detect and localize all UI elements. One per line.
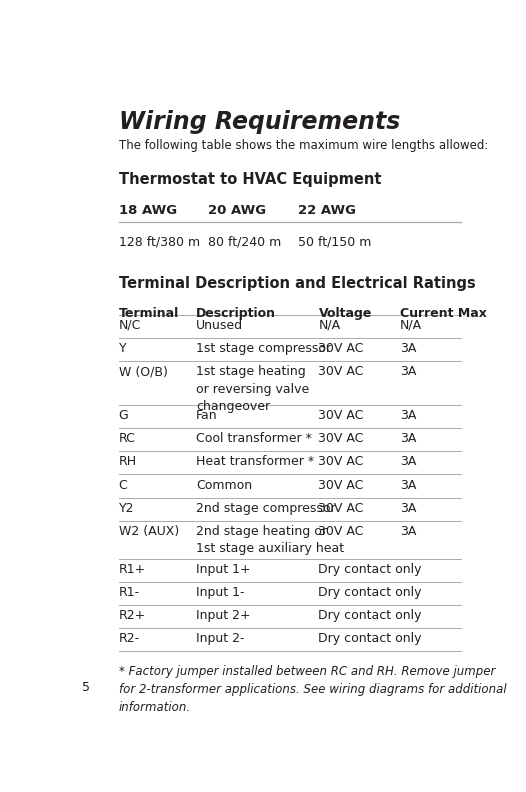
Text: Dry contact only: Dry contact only bbox=[319, 632, 422, 645]
Text: 30V AC: 30V AC bbox=[319, 432, 364, 445]
Text: 3A: 3A bbox=[400, 409, 417, 422]
Text: Dry contact only: Dry contact only bbox=[319, 563, 422, 576]
Text: 80 ft/240 m: 80 ft/240 m bbox=[208, 236, 282, 249]
Text: 1st stage compressor: 1st stage compressor bbox=[196, 342, 331, 355]
Text: Input 1+: Input 1+ bbox=[196, 563, 251, 576]
Text: 2nd stage compressor: 2nd stage compressor bbox=[196, 502, 336, 515]
Text: The following table shows the maximum wire lengths allowed:: The following table shows the maximum wi… bbox=[119, 139, 488, 152]
Text: 3A: 3A bbox=[400, 365, 417, 379]
Text: 30V AC: 30V AC bbox=[319, 455, 364, 468]
Text: 30V AC: 30V AC bbox=[319, 478, 364, 492]
Text: Terminal: Terminal bbox=[119, 307, 179, 320]
Text: R2+: R2+ bbox=[119, 609, 146, 623]
Text: 30V AC: 30V AC bbox=[319, 365, 364, 379]
Text: 50 ft/150 m: 50 ft/150 m bbox=[298, 236, 371, 249]
Text: Description: Description bbox=[196, 307, 276, 320]
Text: 30V AC: 30V AC bbox=[319, 342, 364, 355]
Text: G: G bbox=[119, 409, 128, 422]
Text: W2 (AUX): W2 (AUX) bbox=[119, 525, 179, 538]
Text: RH: RH bbox=[119, 455, 137, 468]
Text: 18 AWG: 18 AWG bbox=[119, 204, 177, 217]
Text: Common: Common bbox=[196, 478, 252, 492]
Text: Input 2+: Input 2+ bbox=[196, 609, 251, 623]
Text: 22 AWG: 22 AWG bbox=[298, 204, 356, 217]
Text: Input 2-: Input 2- bbox=[196, 632, 245, 645]
Text: Dry contact only: Dry contact only bbox=[319, 586, 422, 599]
Text: Cool transformer *: Cool transformer * bbox=[196, 432, 312, 445]
Text: Dry contact only: Dry contact only bbox=[319, 609, 422, 623]
Text: 30V AC: 30V AC bbox=[319, 502, 364, 515]
Text: 30V AC: 30V AC bbox=[319, 525, 364, 538]
Text: Terminal Description and Electrical Ratings: Terminal Description and Electrical Rati… bbox=[119, 276, 476, 291]
Text: 3A: 3A bbox=[400, 432, 417, 445]
Text: 30V AC: 30V AC bbox=[319, 409, 364, 422]
Text: R1+: R1+ bbox=[119, 563, 146, 576]
Text: 20 AWG: 20 AWG bbox=[208, 204, 267, 217]
Text: C: C bbox=[119, 478, 127, 492]
Text: RC: RC bbox=[119, 432, 136, 445]
Text: 1st stage heating
or reversing valve
changeover: 1st stage heating or reversing valve cha… bbox=[196, 365, 309, 413]
Text: Unused: Unused bbox=[196, 319, 244, 332]
Text: Current Max: Current Max bbox=[400, 307, 487, 320]
Text: Voltage: Voltage bbox=[319, 307, 372, 320]
Text: Fan: Fan bbox=[196, 409, 218, 422]
Text: N/C: N/C bbox=[119, 319, 141, 332]
Text: W (O/B): W (O/B) bbox=[119, 365, 168, 379]
Text: Heat transformer *: Heat transformer * bbox=[196, 455, 315, 468]
Text: Wiring Requirements: Wiring Requirements bbox=[119, 110, 400, 135]
Text: 3A: 3A bbox=[400, 478, 417, 492]
Text: 3A: 3A bbox=[400, 342, 417, 355]
Text: 3A: 3A bbox=[400, 455, 417, 468]
Text: Y2: Y2 bbox=[119, 502, 134, 515]
Text: 3A: 3A bbox=[400, 525, 417, 538]
Text: 128 ft/380 m: 128 ft/380 m bbox=[119, 236, 200, 249]
Text: R1-: R1- bbox=[119, 586, 140, 599]
Text: N/A: N/A bbox=[400, 319, 422, 332]
Text: N/A: N/A bbox=[319, 319, 341, 332]
Text: Input 1-: Input 1- bbox=[196, 586, 245, 599]
Text: 5: 5 bbox=[82, 681, 90, 694]
Text: Y: Y bbox=[119, 342, 126, 355]
Text: Thermostat to HVAC Equipment: Thermostat to HVAC Equipment bbox=[119, 173, 381, 188]
Text: 2nd stage heating or
1st stage auxiliary heat: 2nd stage heating or 1st stage auxiliary… bbox=[196, 525, 345, 555]
Text: R2-: R2- bbox=[119, 632, 140, 645]
Text: 3A: 3A bbox=[400, 502, 417, 515]
Text: * Factory jumper installed between RC and RH. Remove jumper
for 2-transformer ap: * Factory jumper installed between RC an… bbox=[119, 664, 507, 714]
